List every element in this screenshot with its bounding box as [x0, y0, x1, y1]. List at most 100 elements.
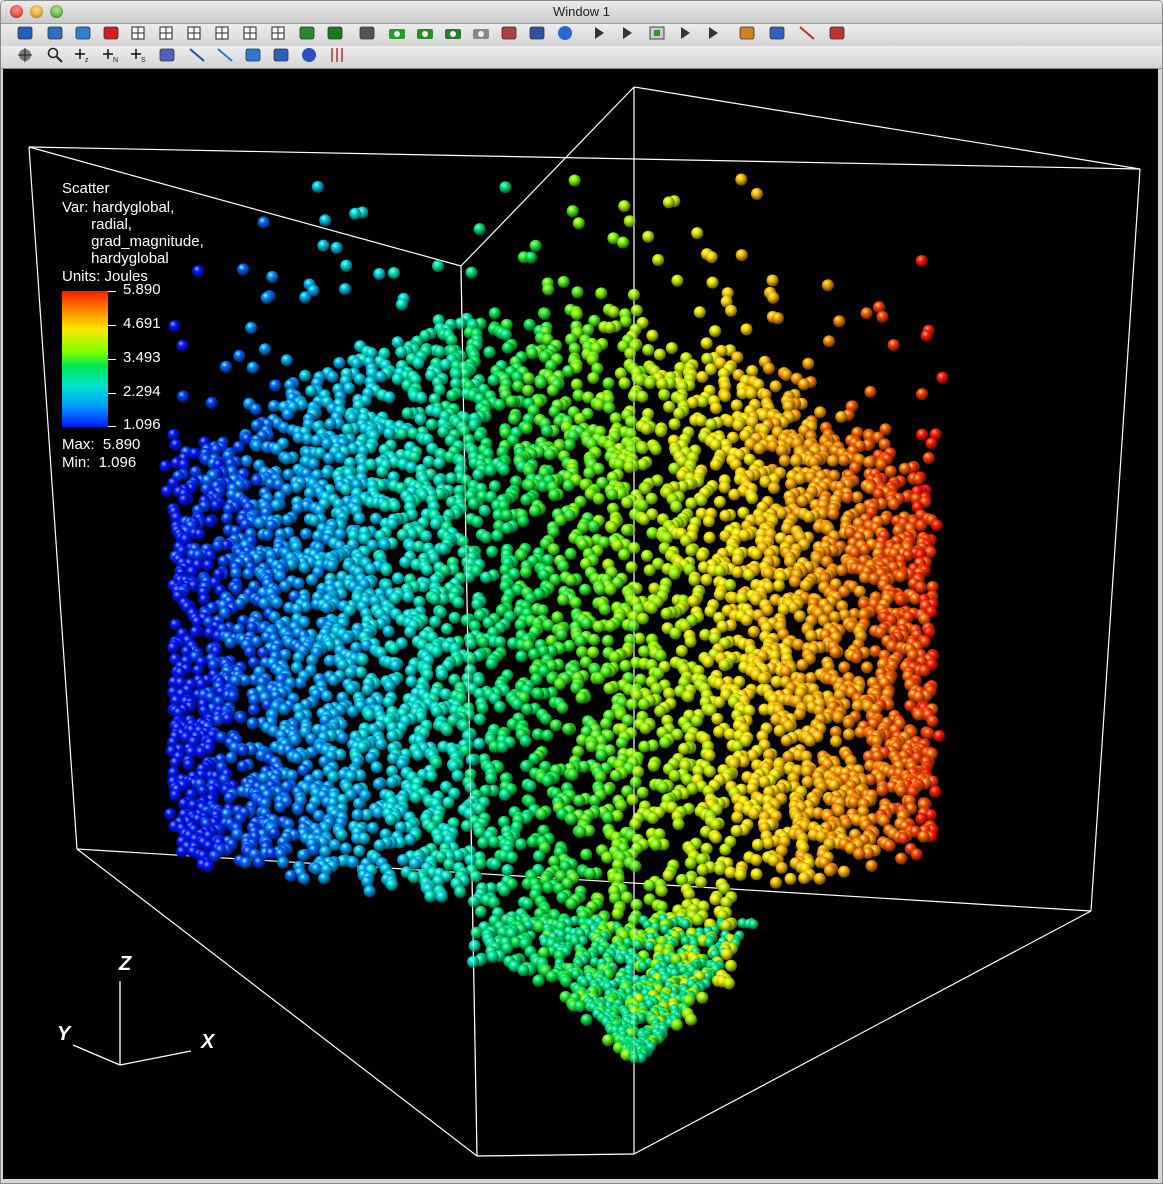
scatter-point [520, 493, 533, 506]
box-tool-button[interactable] [271, 48, 291, 66]
spreadsheet-pick-button[interactable]: S [129, 48, 149, 66]
last-frame-button[interactable] [703, 26, 723, 44]
scatter-point [565, 333, 577, 346]
scatter-point [802, 510, 815, 523]
scatter-point [591, 362, 604, 375]
scatter-point [223, 791, 236, 804]
scatter-point [292, 651, 305, 664]
scatter-point [557, 275, 570, 288]
camera-grey-button[interactable] [471, 26, 491, 44]
scatter-point [735, 173, 748, 186]
scatter-point [346, 856, 359, 869]
plot-list-button[interactable] [737, 26, 757, 44]
previous-frame-button[interactable] [617, 26, 637, 44]
scatter-point [421, 433, 434, 446]
clone-window-button[interactable] [73, 26, 93, 44]
first-frame-button[interactable] [589, 26, 609, 44]
plane-tool-button[interactable] [243, 48, 263, 66]
scatter-point [869, 645, 882, 658]
scatter-point [363, 709, 376, 722]
scatter-point [621, 496, 634, 509]
scatter-point [595, 287, 608, 300]
layout-4x4-button[interactable] [268, 26, 288, 44]
active-window-button[interactable] [15, 26, 35, 44]
scatter-plot-canvas[interactable] [3, 69, 1158, 1179]
scatter-point [750, 187, 763, 200]
axis-restriction-button[interactable] [327, 47, 347, 66]
title-bar[interactable]: Window 1 [1, 1, 1162, 24]
scatter-point [568, 342, 581, 355]
point-tool-button[interactable] [187, 47, 207, 66]
line-tool-button[interactable] [215, 47, 235, 66]
play-button[interactable] [675, 26, 695, 44]
camera-button[interactable] [415, 26, 435, 44]
scatter-point [364, 458, 377, 471]
scatter-point [842, 716, 855, 729]
stop-button[interactable] [647, 26, 667, 44]
scatter-point [542, 619, 555, 632]
scatter-point [485, 491, 497, 503]
curve-button[interactable] [157, 48, 177, 66]
scatter-point [379, 500, 392, 512]
scatter-point [307, 457, 320, 470]
camera-button[interactable] [443, 26, 463, 44]
scatter-point [636, 390, 649, 403]
scatter-point [326, 370, 339, 383]
layout-2x3-button[interactable] [212, 26, 232, 44]
scatter-point [827, 507, 840, 520]
scatter-point [926, 580, 939, 593]
scatter-point [277, 856, 289, 869]
scatter-point [449, 377, 462, 390]
navigate-button[interactable] [15, 47, 35, 66]
scatter-point [924, 546, 937, 559]
save-image-button[interactable] [387, 26, 407, 44]
print-button[interactable] [527, 26, 547, 44]
scatter-point [912, 473, 925, 486]
node-pick-button[interactable]: N [101, 48, 121, 66]
zoom-window-button[interactable] [50, 5, 63, 18]
scatter-point [662, 196, 675, 209]
scatter-point [609, 412, 622, 425]
scatter-point [335, 829, 348, 841]
layout-3x3-button[interactable] [240, 26, 260, 44]
first-frame-icon [590, 25, 608, 46]
scatter-point [292, 577, 305, 590]
lock-view-button[interactable] [297, 26, 317, 44]
scatter-point [746, 492, 759, 505]
scatter-point [673, 407, 686, 420]
zone-pick-button[interactable]: z [73, 48, 93, 66]
clear-plots-button[interactable] [499, 26, 519, 44]
scatter-point [485, 657, 498, 670]
scatter-point [169, 756, 182, 769]
pick-tool-button[interactable] [767, 26, 787, 44]
scatter-point [894, 570, 907, 583]
scatter-point [510, 475, 522, 488]
scatter-point [428, 593, 441, 605]
bottle-tool-button[interactable] [827, 26, 847, 44]
scatter-point [401, 407, 414, 420]
invert-background-button[interactable] [325, 26, 345, 44]
perspective-box-button[interactable] [357, 26, 377, 44]
scatter-point [376, 465, 389, 478]
scatter-point [347, 529, 360, 542]
layout-1x2-button[interactable] [156, 26, 176, 44]
scatter-point [409, 791, 422, 804]
delete-window-button[interactable] [101, 26, 121, 44]
scatter-point [176, 845, 188, 858]
scatter-point [536, 604, 549, 617]
scatter-point [602, 377, 615, 390]
sphere-tool-button[interactable] [299, 47, 319, 66]
minimize-window-button[interactable] [30, 5, 43, 18]
layout-1x1-button[interactable] [128, 26, 148, 44]
scatter-point [258, 597, 271, 610]
scatter-point [465, 753, 478, 766]
visualization-viewport[interactable]: Scatter Var: hardyglobal, radial, grad_m… [3, 69, 1158, 1179]
layout-2x2-button[interactable] [184, 26, 204, 44]
new-window-button[interactable] [45, 26, 65, 44]
close-window-button[interactable] [10, 5, 23, 18]
lineout-tool-button[interactable] [797, 25, 817, 44]
zoom-button[interactable] [45, 47, 65, 66]
scatter-point [465, 637, 477, 650]
scatter-point [793, 610, 806, 623]
globe-button[interactable] [555, 25, 575, 44]
